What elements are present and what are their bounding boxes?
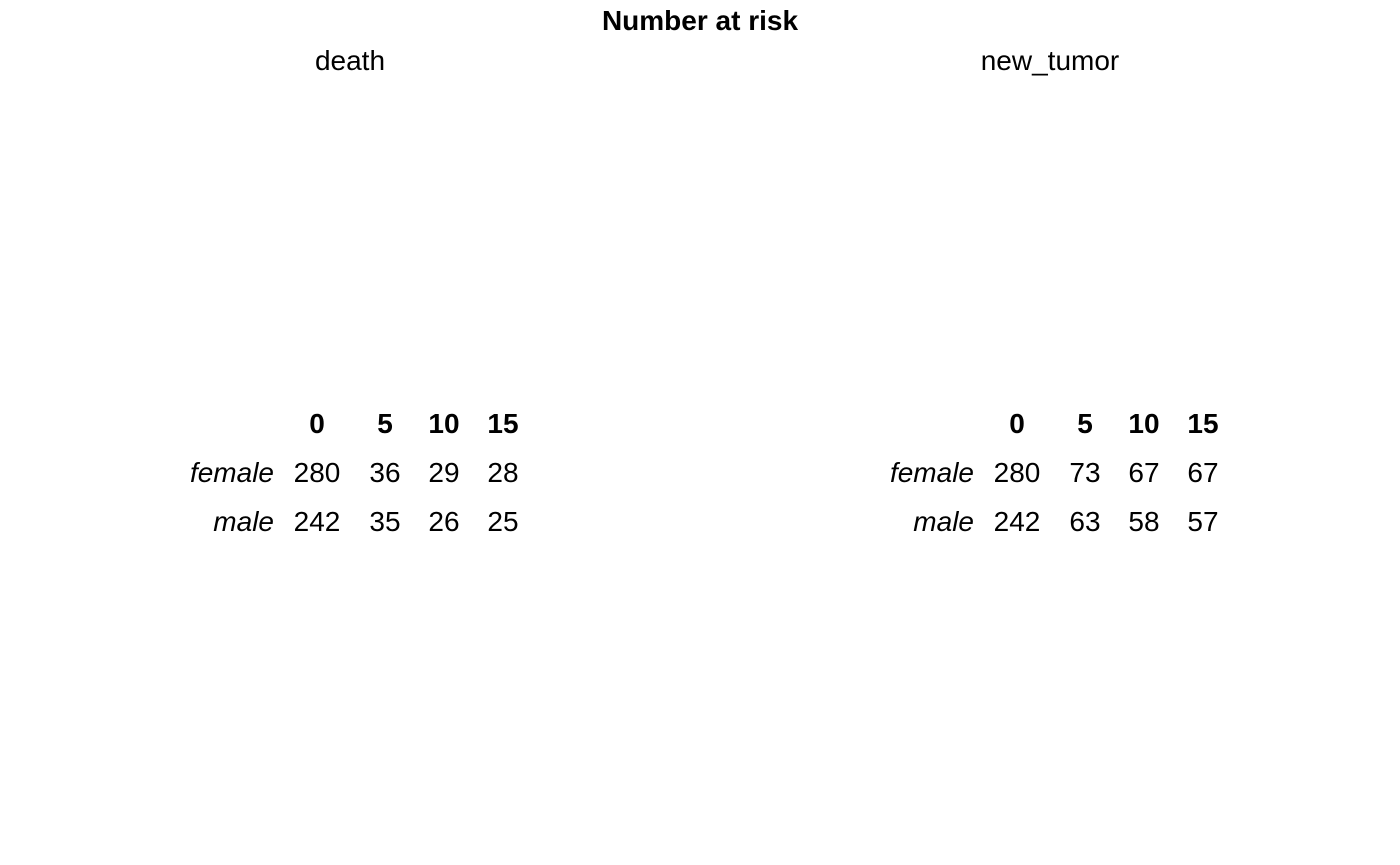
time-header-death-10: 10 <box>428 408 459 439</box>
chart-title: Number at risk <box>601 5 799 36</box>
time-header-new-tumor-15: 15 <box>1187 408 1218 439</box>
group-label-new-tumor-male: male <box>913 506 974 537</box>
risk-value-death-male-15: 25 <box>487 506 518 537</box>
risk-value-death-female-5: 36 <box>369 457 400 488</box>
risk-value-new-tumor-female-0: 280 <box>994 457 1041 488</box>
risk-value-death-male-0: 242 <box>294 506 341 537</box>
risk-value-new-tumor-male-15: 57 <box>1187 506 1218 537</box>
time-header-new-tumor-10: 10 <box>1128 408 1159 439</box>
time-header-new-tumor-0: 0 <box>1009 408 1025 439</box>
risk-value-death-female-0: 280 <box>294 457 341 488</box>
risk-value-death-male-5: 35 <box>369 506 400 537</box>
group-label-new-tumor-female: female <box>890 457 974 488</box>
panel-title-death: death <box>315 45 385 76</box>
risk-value-new-tumor-male-5: 63 <box>1069 506 1100 537</box>
risk-value-death-female-15: 28 <box>487 457 518 488</box>
time-header-new-tumor-5: 5 <box>1077 408 1093 439</box>
risk-value-new-tumor-male-0: 242 <box>994 506 1041 537</box>
group-label-death-male: male <box>213 506 274 537</box>
time-header-death-15: 15 <box>487 408 518 439</box>
time-header-death-0: 0 <box>309 408 325 439</box>
panel-title-new-tumor: new_tumor <box>981 45 1120 76</box>
risk-value-death-male-10: 26 <box>428 506 459 537</box>
group-label-death-female: female <box>190 457 274 488</box>
time-header-death-5: 5 <box>377 408 393 439</box>
risk-value-new-tumor-female-10: 67 <box>1128 457 1159 488</box>
risk-value-death-female-10: 29 <box>428 457 459 488</box>
risk-value-new-tumor-male-10: 58 <box>1128 506 1159 537</box>
risk-value-new-tumor-female-5: 73 <box>1069 457 1100 488</box>
risk-value-new-tumor-female-15: 67 <box>1187 457 1218 488</box>
